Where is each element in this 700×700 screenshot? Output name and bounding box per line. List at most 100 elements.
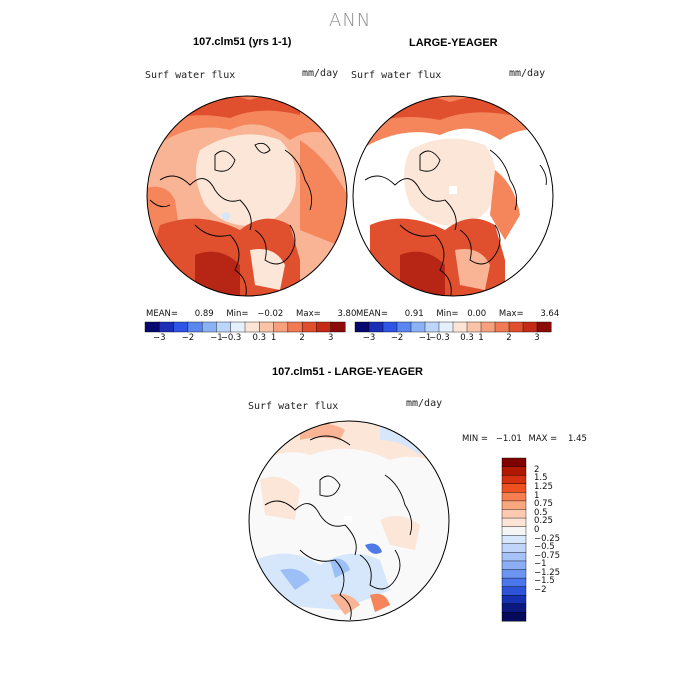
diff-colorbar-tick-label: 1.25 (534, 482, 553, 493)
panel-2-colorbar-box (452, 321, 468, 333)
panel-2-colorbar-tick-label: −2 (390, 333, 404, 343)
panel-1-title: 107.clm51 (yrs 1-1) (193, 36, 292, 48)
panel-1-colorbar-box (316, 321, 332, 333)
panel-1-min-label: Min= (226, 309, 249, 319)
diff-colorbar-box (501, 517, 527, 528)
panel-2-mean-value: 0.91 (404, 309, 424, 319)
panel-1-colorbar-tick-label: 1 (270, 333, 277, 343)
panel-1-colorbar-box (216, 321, 232, 333)
diff-colorbar-box (501, 603, 527, 613)
panel-2-colorbar-box (536, 321, 552, 333)
panel-1-colorbar-box (173, 321, 189, 333)
diff-min-value: −1.01 (495, 434, 522, 444)
diff-colorbar-tick-label: −2 (534, 584, 547, 595)
diff-colorbar-box (501, 535, 527, 545)
diff-colorbar-tick-label: −0.75 (534, 550, 561, 561)
panel-2-min-value: 0.00 (467, 309, 487, 319)
diff-colorbar-box (501, 560, 527, 571)
panel-1-colorbar-box (159, 321, 175, 333)
panel-2-title: LARGE-YEAGER (409, 37, 498, 49)
panel-2-colorbar-box (480, 321, 496, 333)
panel-2-colorbar-tick-label: −1 (418, 333, 432, 343)
panel-2-stats: MEAN= 0.91 Min= 0.00 Max= 3.64 (356, 309, 559, 319)
panel-2-max-label: Max= (498, 309, 524, 319)
diff-colorbar-tick-label: −0.25 (534, 533, 561, 544)
panel-2-variable-label: Surf water flux (351, 70, 442, 81)
figure-title: ANN (329, 10, 372, 31)
diff-colorbar-tick-label: 1.5 (534, 473, 548, 484)
panel-1-colorbar-box (301, 321, 317, 333)
panel-2-units-label: mm/day (509, 68, 546, 79)
diff-min-label: MIN = (462, 434, 489, 444)
panel-1-colorbar (144, 321, 346, 333)
panel-2-colorbar-box (368, 321, 384, 333)
panel-2-colorbar-box (522, 321, 538, 333)
diff-colorbar-tick-label: −1.25 (534, 567, 561, 578)
panel-1-map (146, 95, 348, 297)
panel-1-colorbar-tick-label: −2 (181, 333, 195, 343)
panel-2-colorbar (354, 321, 552, 333)
panel-2-colorbar-box (508, 321, 524, 333)
diff-units-label: mm/day (406, 398, 443, 409)
diff-colorbar-box (501, 492, 527, 502)
panel-2-colorbar-tick-label: −0.3 (429, 333, 450, 343)
panel-2-colorbar-box (410, 321, 426, 333)
panel-2-colorbar-tick-label: 3 (534, 333, 540, 343)
diff-map (248, 420, 450, 622)
panel-2-colorbar-box (354, 321, 370, 333)
panel-1-colorbar-tick-label: 3 (327, 333, 334, 343)
diff-colorbar-tick-label: −0.5 (534, 542, 555, 553)
diff-colorbar-box (501, 500, 527, 510)
diff-colorbar (501, 457, 527, 622)
panel-1-colorbar-box (287, 321, 303, 333)
panel-1-colorbar-tick-label: 0.3 (252, 333, 267, 343)
diff-stats: MIN = −1.01 MAX = 1.45 (462, 434, 587, 444)
panel-1-mean-value: 0.89 (194, 309, 214, 319)
panel-1-colorbar-box (259, 321, 275, 333)
panel-2-colorbar-box (438, 321, 454, 333)
diff-colorbar-box (501, 466, 527, 476)
panel-1-colorbar-tick-label: 2 (299, 333, 305, 343)
diff-colorbar-tick-label: 2 (534, 464, 540, 475)
panel-1-stats: MEAN= 0.89 Min= −0.02 Max= 3.80 (146, 309, 356, 319)
panel-2-colorbar-box (382, 321, 398, 333)
panel-1-colorbar-box (187, 321, 203, 333)
panel-2-colorbar-tick-label: 2 (506, 333, 512, 343)
panel-2-max-value: 3.64 (540, 309, 560, 319)
diff-colorbar-box (501, 586, 527, 596)
diff-colorbar-tick-label: 0 (534, 524, 540, 535)
diff-colorbar-box (501, 569, 527, 579)
panel-1-colorbar-box (244, 321, 260, 333)
diff-colorbar-box (501, 509, 527, 519)
diff-colorbar-tick-label: 1 (534, 490, 540, 501)
diff-variable-label: Surf water flux (248, 401, 339, 412)
panel-1-colorbar-tick-label: −0.3 (220, 333, 242, 343)
panel-1-colorbar-box (144, 321, 160, 333)
panel-2-colorbar-tick-label: −3 (362, 333, 376, 343)
panel-2-mean-label: MEAN= (356, 309, 388, 319)
diff-colorbar-box (501, 526, 527, 536)
panel-1-min-value: −0.02 (257, 309, 284, 319)
panel-1-mean-label: MEAN= (146, 309, 178, 319)
diff-colorbar-tick-label: 0.75 (534, 499, 553, 510)
diff-colorbar-box (501, 552, 527, 562)
panel-2-colorbar-box (494, 321, 510, 333)
diff-max-label: MAX = (528, 434, 558, 444)
diff-colorbar-box (501, 595, 527, 605)
panel-2-min-label: Min= (436, 309, 459, 319)
diff-panel-title: 107.clm51 - LARGE-YEAGER (272, 366, 423, 378)
panel-2-colorbar-box (466, 321, 482, 333)
diff-colorbar-box (501, 474, 527, 485)
panel-1-variable-label: Surf water flux (145, 70, 236, 81)
panel-2-colorbar-box (424, 321, 440, 333)
panel-1-colorbar-box (201, 321, 217, 333)
panel-1-colorbar-box (230, 321, 246, 333)
diff-colorbar-tick-label: −1.5 (534, 576, 555, 587)
panel-1-colorbar-tick-label: −3 (153, 333, 166, 343)
panel-2-colorbar-tick-label: 0.3 (460, 333, 474, 343)
diff-colorbar-box (501, 577, 527, 588)
diff-colorbar-box (501, 612, 527, 622)
panel-1-colorbar-tick-label: −1 (210, 333, 223, 343)
diff-colorbar-tick-label: 0.5 (534, 507, 548, 518)
panel-1-max-value: 3.80 (337, 309, 357, 319)
